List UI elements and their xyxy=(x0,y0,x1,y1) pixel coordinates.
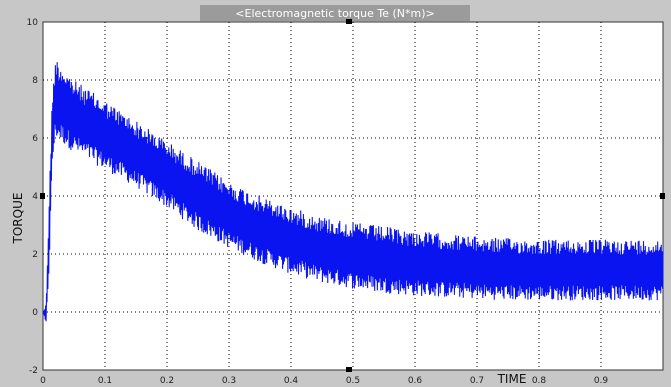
x-tick-label: 0.8 xyxy=(532,376,547,386)
y-axis-label: TORQUE xyxy=(11,193,25,245)
y-tick-label: 8 xyxy=(32,76,38,86)
x-tick-label: 0.1 xyxy=(98,376,112,386)
torque-trace xyxy=(42,62,664,322)
y-tick-label: 4 xyxy=(32,192,38,202)
x-tick-label: 0.5 xyxy=(346,376,360,386)
y-tick-label: 2 xyxy=(32,250,38,260)
x-tick-label: 0.7 xyxy=(470,376,484,386)
x-tick-label: 0.2 xyxy=(160,376,174,386)
title-bar xyxy=(200,5,470,21)
selection-handle-bottom[interactable] xyxy=(346,367,352,372)
y-tick-label: 6 xyxy=(32,134,38,144)
y-tick-label: 0 xyxy=(32,308,38,318)
chart-title: <Electromagnetic torque Te (N*m)> xyxy=(235,7,434,20)
y-tick-label: -2 xyxy=(29,366,38,376)
selection-handle-left[interactable] xyxy=(40,193,45,199)
x-tick-label: 0.4 xyxy=(284,376,299,386)
x-tick-labels: 0 0.1 0.2 0.3 0.4 0.5 0.6 0.7 0.8 0.9 xyxy=(40,376,608,386)
x-tick-label: 0.3 xyxy=(222,376,236,386)
x-tick-label: 0 xyxy=(40,376,46,386)
torque-signal-line xyxy=(42,62,664,322)
x-tick-label: 0.9 xyxy=(594,376,609,386)
x-tick-label: 0.6 xyxy=(408,376,423,386)
selection-handle-top[interactable] xyxy=(346,19,352,24)
x-axis-label: TIME xyxy=(497,372,527,386)
y-tick-labels: -2 0 2 4 6 8 10 xyxy=(27,18,39,376)
y-tick-label: 10 xyxy=(27,18,39,28)
selection-handle-right[interactable] xyxy=(660,193,665,199)
